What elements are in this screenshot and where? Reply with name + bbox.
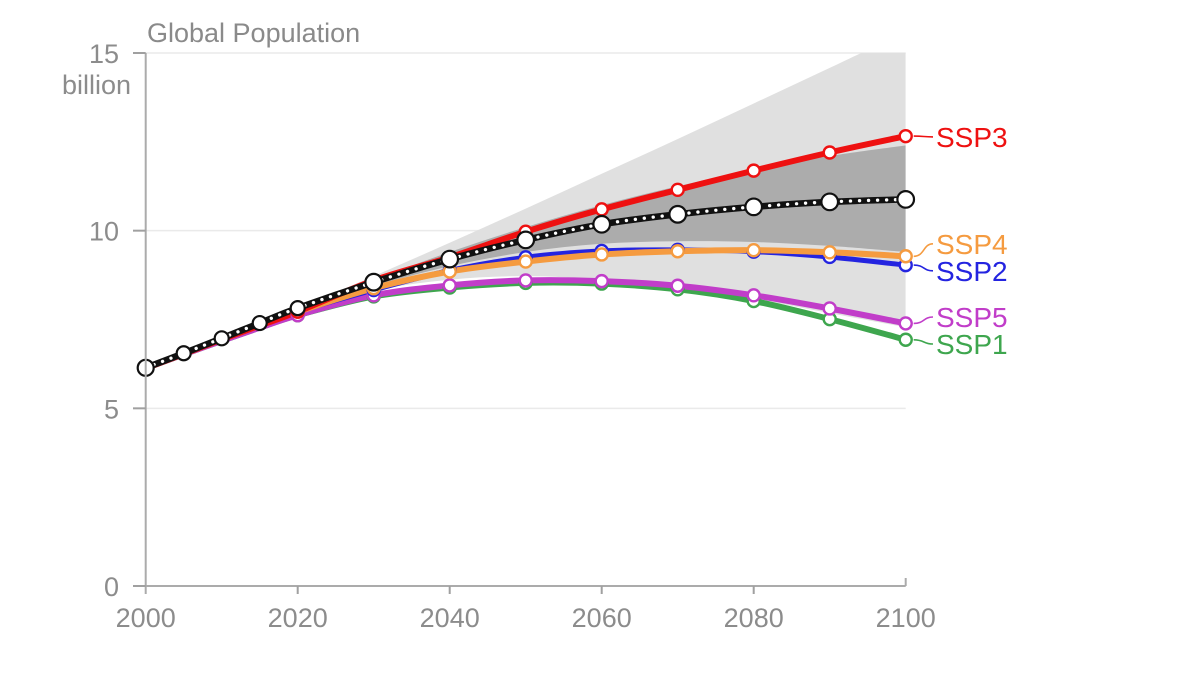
marker-SSP5-2070 — [670, 278, 685, 293]
marker-SSP1-2100 — [898, 332, 913, 347]
marker-SSP3-2080 — [746, 163, 761, 178]
marker-SSP4-2100 — [898, 249, 913, 264]
marker-SSP4-2080 — [746, 243, 761, 258]
x-tick-label-2080: 2080 — [724, 603, 784, 633]
marker-median-2015 — [251, 314, 268, 332]
marker-SSP4-2050 — [518, 254, 533, 269]
series-label-SSP1: SSP1 — [936, 329, 1008, 360]
y-tick-label-15: 15 — [89, 39, 119, 69]
marker-median-2005 — [175, 345, 192, 362]
label-leader-SSP2 — [913, 264, 934, 272]
x-tick-label-2060: 2060 — [572, 603, 632, 633]
label-leader-SSP5 — [913, 316, 934, 325]
marker-SSP5-2080 — [746, 288, 761, 303]
chart-title: Global Population — [147, 18, 360, 48]
series-label-SSP5: SSP5 — [936, 302, 1008, 333]
marker-SSP5-2090 — [822, 301, 837, 316]
label-leader-SSP3 — [913, 135, 934, 138]
marker-median-2030 — [364, 272, 384, 292]
y-tick-label-0: 0 — [104, 572, 119, 602]
marker-median-2100 — [896, 189, 916, 209]
label-leader-SSP1 — [913, 339, 934, 345]
marker-SSP4-2060 — [594, 247, 609, 262]
x-tick-label-2000: 2000 — [116, 603, 176, 633]
marker-median-2060 — [592, 214, 612, 234]
marker-SSP4-2090 — [822, 245, 837, 260]
y-tick-label-5: 5 — [104, 394, 119, 424]
marker-median-2010 — [213, 330, 230, 347]
marker-SSP5-2100 — [898, 316, 913, 331]
label-leader-SSP4 — [913, 243, 934, 258]
marker-SSP5-2050 — [518, 273, 533, 288]
marker-SSP3-2090 — [822, 145, 837, 160]
marker-median-2090 — [820, 192, 840, 212]
marker-SSP5-2060 — [594, 273, 609, 289]
marker-median-2040 — [440, 249, 460, 269]
x-tick-label-2040: 2040 — [420, 603, 480, 633]
x-tick-label-2100: 2100 — [876, 603, 936, 633]
y-axis-unit-label: billion — [62, 70, 131, 100]
marker-median-2050 — [516, 230, 536, 250]
marker-SSP4-2070 — [670, 244, 685, 259]
series-label-SSP2: SSP2 — [936, 256, 1008, 287]
marker-median-2070 — [668, 204, 688, 224]
y-tick-label-10: 10 — [89, 217, 119, 247]
marker-SSP3-2100 — [898, 128, 913, 144]
x-tick-label-2020: 2020 — [268, 603, 328, 633]
marker-SSP3-2060 — [594, 202, 609, 217]
marker-median-2080 — [744, 197, 764, 217]
marker-SSP3-2070 — [670, 182, 685, 198]
marker-SSP5-2040 — [442, 278, 457, 293]
series-label-SSP4: SSP4 — [936, 229, 1008, 260]
marker-median-2020 — [289, 300, 306, 317]
series-label-SSP3: SSP3 — [936, 122, 1008, 153]
